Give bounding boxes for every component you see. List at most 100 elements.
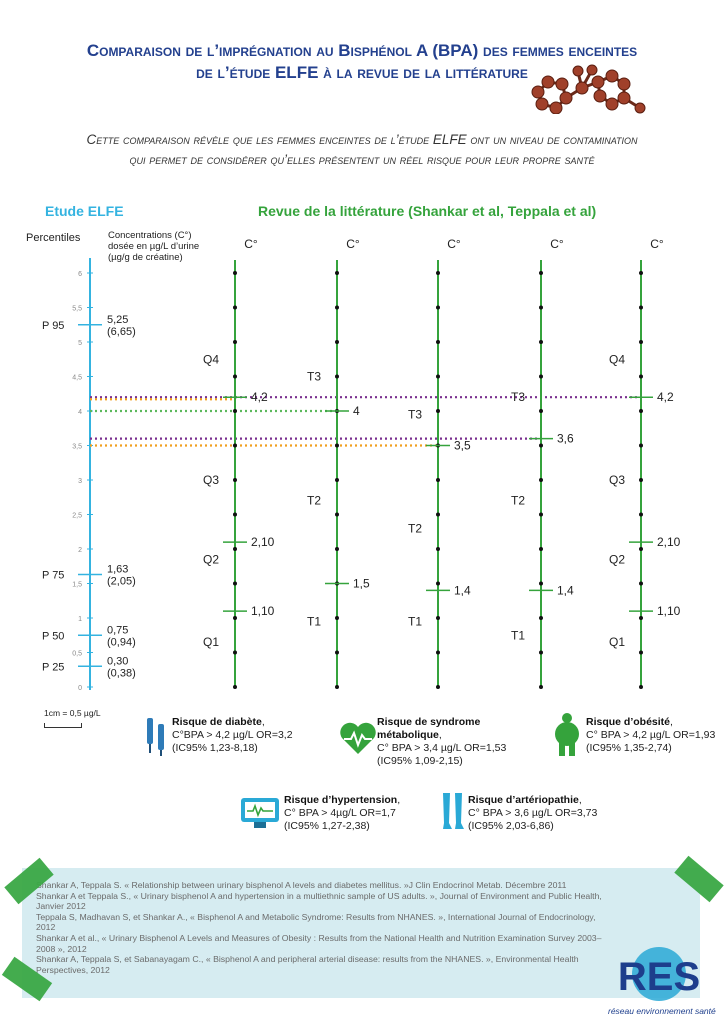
axis-dot (436, 340, 440, 344)
axis-dot (639, 685, 643, 689)
section-review-title: Revue de la littérature (Shankar et al, … (258, 203, 597, 219)
references-list: Shankar A, Teppala S. « Relationship bet… (36, 880, 616, 975)
axis-dot (539, 478, 543, 482)
percentile-creatinine-value: (0,38) (107, 667, 136, 679)
group-label: Q1 (203, 635, 219, 649)
concentration-header-line-1: Concentrations (C°) (108, 230, 192, 241)
syringe-icon (147, 718, 164, 756)
percentile-label: P 95 (42, 320, 64, 332)
cutoff-value: 2,10 (251, 535, 275, 549)
legend-syndrome-title2: métabolique (377, 729, 439, 741)
legend-arteriopathie-line1: C° BPA > 3,6 µg/L OR=3,73 (468, 807, 598, 819)
elfe-tick-label: 2,5 (72, 513, 82, 520)
axis-dot (639, 547, 643, 551)
axis-dot (233, 374, 237, 379)
axis-dot (539, 650, 543, 655)
legend-hypertension: Risque d’hypertension, C° BPA > 4µg/L OR… (284, 794, 401, 832)
elfe-tick-label: 4 (78, 409, 82, 416)
percentile-label: P 50 (42, 630, 64, 642)
axis-dot (639, 271, 643, 275)
axis-dot (335, 478, 339, 482)
percentiles-header: Percentiles (26, 232, 81, 244)
axis-dot (335, 340, 339, 344)
axis-dot (436, 409, 440, 413)
reference-item: Teppala S, Madhavan S, et Shankar A., « … (36, 911, 596, 933)
axis-dot (539, 443, 543, 448)
axis-dot (539, 374, 543, 379)
concentration-header-line-2: dosée en µg/L d’urine (108, 241, 200, 252)
legend-obesite-line1: C° BPA > 4,2 µg/L OR=1,93 (586, 729, 716, 741)
reference-item: Shankar A, Teppala S. « Relationship bet… (36, 880, 567, 890)
axis-dot (539, 581, 543, 586)
axis-dot (639, 409, 643, 413)
axis-dot (436, 271, 440, 275)
axis-dot (233, 443, 237, 448)
cutoff-value: 4,2 (657, 390, 674, 404)
concentration-header-line-3: (µg/g de créatine) (108, 252, 183, 263)
title-line-2: de l’étude ELFE à la revue de la littéra… (196, 63, 528, 82)
axis-dot (436, 512, 440, 517)
percentile-creatinine-value: (6,65) (107, 326, 136, 338)
axis-dot (436, 547, 440, 551)
reference-item: Shankar A, Teppala S, et Sabanayagam C.,… (36, 954, 579, 975)
res-logo: RES (618, 947, 700, 1001)
legend-obesite-title: Risque d’obésité (586, 716, 671, 728)
axis-dot (233, 685, 237, 689)
axis-dot (539, 271, 543, 275)
axis-dot (335, 305, 339, 310)
scale-bar (44, 723, 82, 728)
group-label: T3 (408, 407, 422, 421)
axis-dot (539, 512, 543, 517)
references-box: Shankar A, Teppala S. « Relationship bet… (22, 868, 700, 998)
axis-dot (233, 547, 237, 551)
axis-dot (639, 374, 643, 379)
page-title: Comparaison de l’imprégnation au Bisphén… (0, 40, 724, 84)
legend-syndrome-title: Risque de syndrome (377, 716, 481, 728)
subtitle: Cette comparaison révèle que les femmes … (0, 130, 724, 170)
legend-arteriopathie: Risque d’artériopathie, C° BPA > 3,6 µg/… (468, 794, 598, 832)
axis-dot (233, 409, 237, 413)
elfe-tick-label: 2 (78, 547, 82, 554)
axis-dot (233, 271, 237, 275)
cutoff-value: 1,5 (353, 577, 370, 591)
axis-dot (639, 616, 643, 620)
axis-dot (233, 478, 237, 482)
legend-syndrome-line2: (IC95% 1,09-2,15) (377, 755, 463, 767)
legend-obesite: Risque d’obésité, C° BPA > 4,2 µg/L OR=1… (586, 716, 716, 754)
elfe-tick-label: 1,5 (72, 582, 82, 589)
axis-dot (639, 512, 643, 517)
percentile-label: P 75 (42, 570, 64, 582)
axis-dot (436, 650, 440, 655)
group-label: T1 (307, 614, 321, 628)
axis-dot (335, 685, 339, 689)
legend-diabete: Risque de diabète, C°BPA > 4,2 µg/L OR=3… (172, 716, 293, 754)
res-logo-letters: RES (618, 955, 700, 999)
elfe-tick-label: 0 (78, 685, 82, 692)
axis-dot (233, 340, 237, 344)
group-label: Q2 (203, 552, 219, 566)
reference-item: Shankar A et al., « Urinary Bisphenol A … (36, 932, 602, 954)
percentile-value: 0,30 (107, 655, 128, 667)
cutoff-value: 1,4 (557, 583, 574, 597)
axis-dot (539, 685, 543, 689)
legend-diabete-line1: C°BPA > 4,2 µg/L OR=3,2 (172, 729, 293, 741)
column-unit-label: C° (550, 237, 564, 251)
axis-dot (639, 305, 643, 310)
column-unit-label: C° (346, 237, 360, 251)
legend-hypertension-line2: (IC95% 1,27-2,38) (284, 820, 370, 832)
axis-dot (639, 581, 643, 586)
group-label: T2 (511, 494, 525, 508)
concentration-header: Concentrations (C°) dosée en µg/L d’urin… (108, 230, 258, 263)
group-label: Q3 (203, 473, 219, 487)
axis-dot (539, 409, 543, 413)
axis-dot (436, 685, 440, 689)
subtitle-line-1: Cette comparaison révèle que les femmes … (86, 132, 638, 147)
elfe-tick-label: 4,5 (72, 375, 82, 382)
axis-dot (436, 616, 440, 620)
cutoff-value: 1,4 (454, 583, 471, 597)
axis-dot (335, 650, 339, 655)
concentration-diagram: 0 0,5 1 1,5 2 2,5 3 3,5 4 4,5 5 5,5 6 P 95 5,25(6,65) P… (42, 237, 681, 692)
axis-dot (539, 616, 543, 620)
axis-dot (639, 650, 643, 655)
elfe-tick-label: 5,5 (72, 306, 82, 313)
